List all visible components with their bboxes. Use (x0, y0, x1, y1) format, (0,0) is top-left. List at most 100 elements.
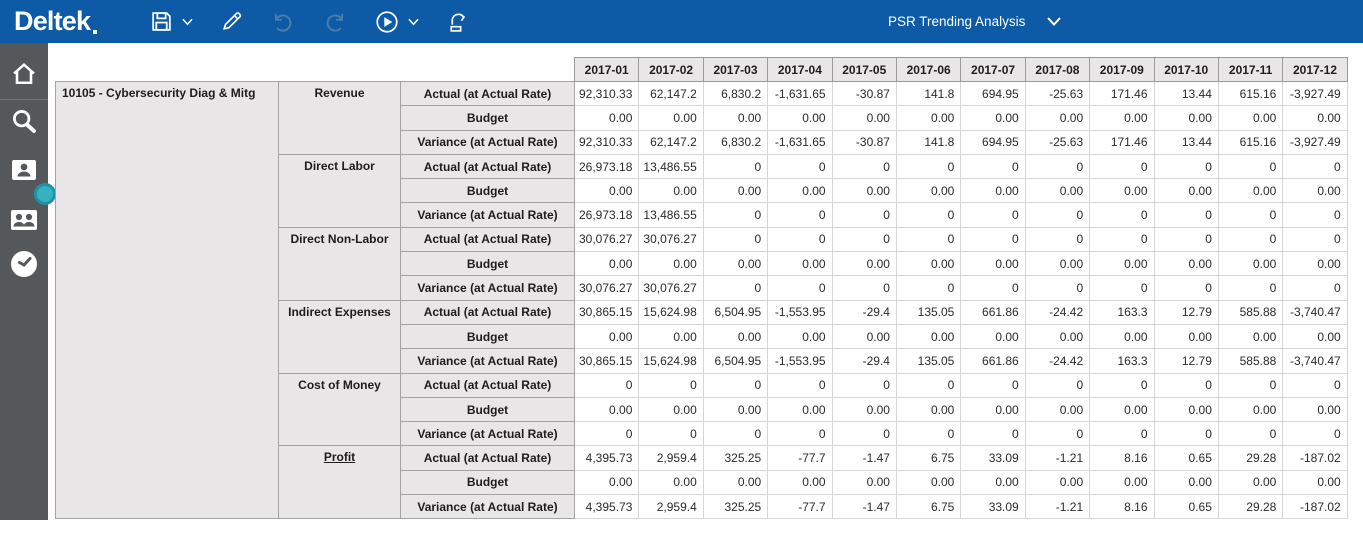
category-cell-direct-labor: Direct Labor (278, 153, 401, 228)
value-cell: 171.46 (1089, 129, 1155, 155)
table-row: Budget 0.00 0.00 0.00 0.00 0.00 0.00 0.00 0.00 0.… (56, 105, 1348, 131)
value-cell: -29.4 (831, 348, 897, 374)
value-cell: 0.00 (638, 469, 704, 496)
value-cell: 0.00 (702, 469, 769, 496)
value-cell: 0.00 (1217, 178, 1284, 204)
row-type-cell: Variance (at Actual Rate) (400, 202, 575, 228)
category-cell-profit[interactable]: Profit (278, 445, 401, 520)
value-cell: 0.00 (1153, 251, 1219, 277)
value-cell: 0.00 (1282, 178, 1348, 204)
publish-export-icon (445, 9, 470, 34)
sidebar-item-team[interactable] (0, 209, 48, 234)
run-dropdown-button[interactable] (408, 0, 419, 43)
value-cell: 0.00 (1089, 251, 1155, 277)
month-header-cell: 2017-11 (1217, 57, 1284, 82)
value-cell: 0 (895, 372, 962, 398)
value-cell: -25.63 (1024, 80, 1091, 107)
value-cell: 0 (895, 202, 962, 228)
save-dropdown-button[interactable] (182, 0, 193, 43)
value-cell: 0 (573, 421, 640, 447)
value-cell: 0 (1153, 421, 1219, 447)
value-cell: 171.46 (1089, 80, 1155, 107)
publish-button[interactable] (445, 0, 470, 43)
value-cell: 0.00 (767, 105, 833, 131)
value-cell: 0.00 (573, 178, 640, 204)
redo-icon (322, 9, 348, 35)
row-type-cell: Variance (at Actual Rate) (400, 348, 575, 374)
team-card-icon (10, 209, 38, 234)
value-cell: 4,395.73 (573, 445, 640, 471)
value-cell: 135.05 (895, 348, 962, 374)
category-cell-indirect-expenses: Indirect Expenses (278, 299, 401, 374)
sidebar-item-search[interactable] (0, 107, 48, 138)
value-cell: 0.00 (1089, 323, 1155, 350)
row-type-cell: Budget (400, 396, 575, 423)
value-cell: 0.00 (1024, 396, 1091, 423)
value-cell: -1.47 (831, 445, 897, 471)
value-cell: 135.05 (895, 299, 962, 325)
chevron-down-icon (1025, 13, 1062, 31)
value-cell: 0 (895, 226, 962, 253)
value-cell: 30,865.15 (573, 348, 640, 374)
value-cell: 0.00 (1282, 396, 1348, 423)
value-cell: 0 (1024, 421, 1091, 447)
chevron-down-icon (182, 18, 193, 26)
value-cell: 0.00 (831, 105, 897, 131)
value-cell: 661.86 (960, 299, 1026, 325)
redo-button[interactable] (322, 0, 348, 43)
value-cell: -30.87 (831, 129, 897, 155)
value-cell: 0.00 (638, 105, 704, 131)
value-cell: 0 (960, 275, 1026, 301)
value-cell: -187.02 (1282, 445, 1348, 471)
month-header-cell: 2017-02 (638, 57, 704, 82)
value-cell: -187.02 (1282, 494, 1348, 520)
sidebar-item-employee[interactable] (0, 159, 48, 184)
value-cell: 0.00 (573, 251, 640, 277)
value-cell: -3,927.49 (1282, 80, 1348, 107)
save-button[interactable] (149, 0, 174, 43)
value-cell: 0.00 (960, 105, 1026, 131)
panel-drag-handle[interactable] (34, 183, 56, 205)
left-sidebar (0, 43, 56, 520)
sidebar-item-timesheet[interactable] (0, 249, 48, 282)
value-cell: 0.00 (895, 323, 962, 350)
value-cell: 0.00 (573, 469, 640, 496)
value-cell: 12.79 (1153, 348, 1219, 374)
value-cell: 0.00 (1153, 396, 1219, 423)
value-cell: 0 (1282, 275, 1348, 301)
value-cell: -1,631.65 (767, 129, 833, 155)
value-cell: 325.25 (702, 445, 769, 471)
value-cell: 0.00 (1217, 396, 1284, 423)
month-header-cell: 2017-06 (895, 57, 962, 82)
home-icon (10, 60, 38, 91)
value-cell: 6,504.95 (702, 299, 769, 325)
run-button[interactable] (374, 0, 400, 43)
value-cell: 694.95 (960, 80, 1026, 107)
report-title-dropdown[interactable]: PSR Trending Analysis (888, 0, 1062, 43)
table-row: Budget 0.00 0.00 0.00 0.00 0.00 0.00 0.00 0.00 0.… (56, 396, 1348, 423)
month-header-cell: 2017-05 (831, 57, 897, 82)
sidebar-item-home[interactable] (0, 60, 48, 91)
value-cell: 0.00 (702, 178, 769, 204)
value-cell: 0.00 (1282, 105, 1348, 131)
table-row: Profit Actual (at Actual Rate) 4,395.73 2,9… (56, 445, 1348, 520)
row-type-cell: Budget (400, 105, 575, 131)
value-cell: 0.00 (702, 323, 769, 350)
value-cell: 0 (1089, 202, 1155, 228)
table-row: Direct Non-Labor Actual (at Actual Rate) 3… (56, 226, 1348, 301)
value-cell: 2,959.4 (638, 494, 704, 520)
value-cell: 0.00 (573, 105, 640, 131)
value-cell: 13,486.55 (638, 153, 704, 180)
value-cell: 0.00 (1024, 251, 1091, 277)
edit-button[interactable] (219, 0, 244, 43)
value-cell: 0.00 (1153, 178, 1219, 204)
value-cell: 0.00 (831, 323, 897, 350)
value-cell: 0.00 (960, 251, 1026, 277)
value-cell: 0.00 (960, 323, 1026, 350)
value-cell: 0 (960, 202, 1026, 228)
value-cell: 585.88 (1217, 348, 1284, 374)
value-cell: 0 (831, 153, 897, 180)
value-cell: 0.00 (1282, 251, 1348, 277)
chevron-down-icon (408, 18, 419, 26)
undo-button[interactable] (270, 0, 296, 43)
